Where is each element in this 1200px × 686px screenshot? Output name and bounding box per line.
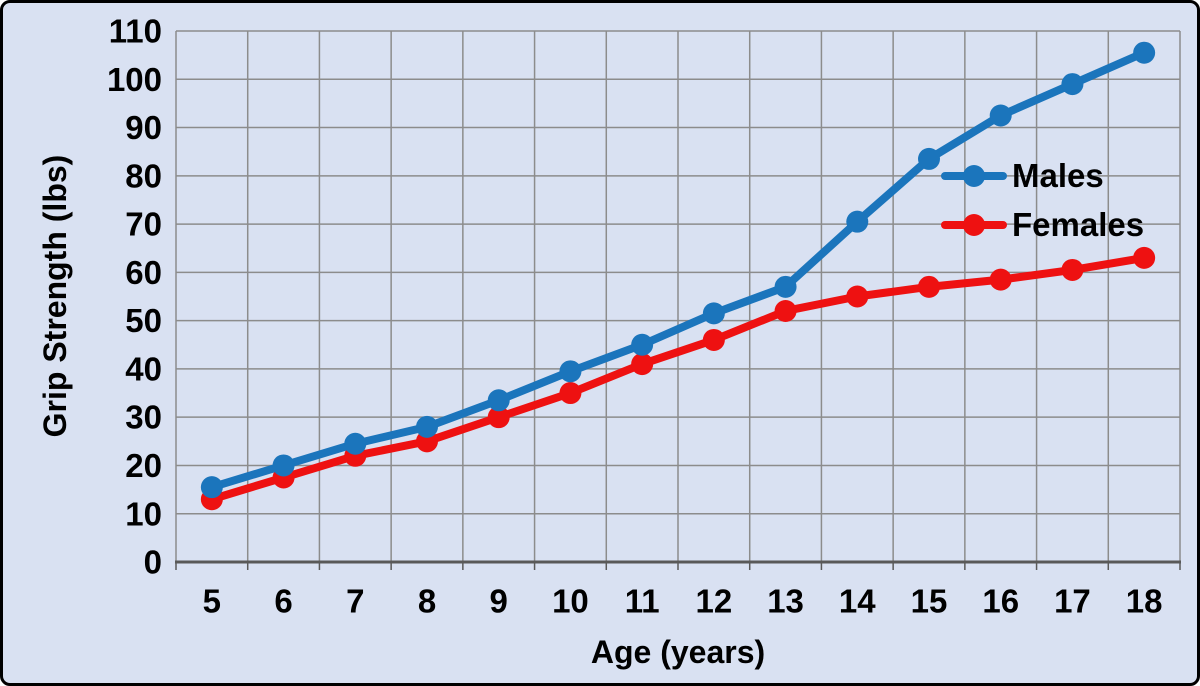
data-point-males <box>774 275 797 298</box>
y-tick-label: 60 <box>125 254 162 291</box>
data-point-males <box>487 389 510 412</box>
data-point-males <box>846 210 869 233</box>
data-point-males <box>272 454 295 477</box>
legend-item-females: Females <box>941 203 1144 247</box>
legend-label-females: Females <box>1012 206 1145 243</box>
data-point-males <box>989 104 1012 127</box>
y-tick-label: 10 <box>125 495 162 532</box>
x-tick-label: 10 <box>552 583 589 620</box>
x-tick-label: 14 <box>839 583 876 620</box>
data-point-females <box>774 299 797 322</box>
data-point-females <box>989 268 1012 291</box>
data-point-females <box>487 406 510 429</box>
data-point-males <box>416 415 438 438</box>
x-tick-label: 17 <box>1054 583 1091 620</box>
data-point-males <box>559 360 582 383</box>
y-tick-label: 110 <box>109 13 162 50</box>
y-axis-title: Grip Strength (lbs) <box>37 154 73 438</box>
x-tick-label: 5 <box>203 583 221 620</box>
legend-label-males: Males <box>1012 157 1104 194</box>
males-series-icon <box>941 164 1007 188</box>
y-tick-label: 50 <box>125 302 162 339</box>
x-tick-label: 18 <box>1126 583 1163 620</box>
data-point-males <box>918 147 940 170</box>
y-tick-label: 0 <box>144 544 162 581</box>
data-point-males <box>702 302 725 325</box>
data-point-males <box>1133 41 1156 64</box>
y-tick-label: 20 <box>125 447 162 484</box>
x-tick-label: 7 <box>346 583 364 620</box>
x-tick-label: 8 <box>418 583 436 620</box>
data-point-males <box>344 432 367 455</box>
x-axis-title: Age (years) <box>590 634 766 670</box>
data-point-males <box>1061 73 1084 96</box>
series-line-females <box>207 253 1149 504</box>
y-tick-label: 90 <box>125 109 162 146</box>
plot-area: 0 10 20 30 40 50 60 70 80 90 100 110 5 6 7 8 9 10 11 12 13 14… <box>107 13 1181 620</box>
data-point-males <box>631 333 654 356</box>
x-tick-label: 12 <box>695 583 732 620</box>
data-point-females <box>846 285 869 308</box>
data-point-females <box>702 328 725 351</box>
x-tick-label: 9 <box>490 583 508 620</box>
x-tick-label: 15 <box>911 583 948 620</box>
data-point-females <box>559 382 582 405</box>
data-point-females <box>1133 246 1156 269</box>
y-tick-label: 70 <box>125 206 162 243</box>
females-series-icon <box>941 213 1007 237</box>
x-tick-label: 6 <box>274 583 292 620</box>
x-tick-label: 13 <box>767 583 804 620</box>
y-tick-label: 30 <box>125 399 162 436</box>
data-point-males <box>200 476 223 499</box>
data-point-females <box>631 353 654 376</box>
y-tick-label: 40 <box>125 350 162 387</box>
x-tick-label: 11 <box>625 583 660 620</box>
data-point-females <box>918 275 940 298</box>
y-tick-label: 100 <box>107 61 162 98</box>
data-point-females <box>1061 258 1084 281</box>
series-line-males <box>207 48 1149 492</box>
y-tick-label: 80 <box>125 157 162 194</box>
legend-item-males: Males <box>941 154 1104 198</box>
x-tick-label: 16 <box>982 583 1019 620</box>
